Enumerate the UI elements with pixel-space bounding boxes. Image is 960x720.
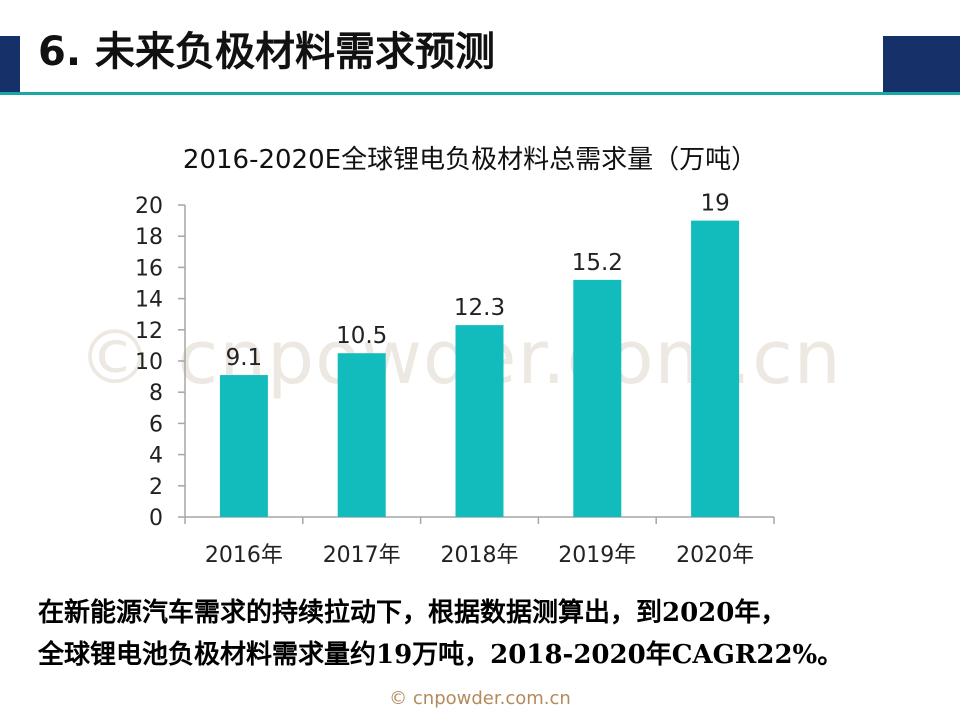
y-tick-label: 2 xyxy=(149,475,163,500)
x-category-label: 2019年 xyxy=(558,543,636,568)
x-category-label: 2018年 xyxy=(441,543,519,568)
y-tick-label: 0 xyxy=(149,506,163,531)
y-tick-label: 4 xyxy=(149,444,163,469)
y-tick-label: 14 xyxy=(135,288,163,313)
bar xyxy=(573,279,622,517)
summary-text: 在新能源汽车需求的持续拉动下，根据数据测算出，到2020年， 全球锂电池负极材料… xyxy=(38,592,953,676)
bar xyxy=(455,325,504,517)
x-category-label: 2017年 xyxy=(323,543,401,568)
summary-line-1: 在新能源汽车需求的持续拉动下，根据数据测算出，到2020年， xyxy=(38,598,787,628)
bar-chart: 2016-2020E全球锂电负极材料总需求量（万吨） 0 2 4 6 8 10 12 14 16… xyxy=(135,145,775,568)
y-tick-label: 12 xyxy=(135,319,163,344)
bar xyxy=(691,220,740,517)
y-tick-label: 16 xyxy=(135,256,163,281)
bar xyxy=(337,353,386,517)
data-label: 9.1 xyxy=(226,345,263,371)
chart-title: 2016-2020E全球锂电负极材料总需求量（万吨） xyxy=(183,145,757,175)
summary-line-2: 全球锂电池负极材料需求量约19万吨，2018-2020年CAGR22%。 xyxy=(38,640,844,670)
data-label: 12.3 xyxy=(454,295,505,321)
data-label: 15.2 xyxy=(572,250,623,276)
footer-copyright: © cnpowder.com.cn xyxy=(389,688,571,709)
data-label: 19 xyxy=(700,191,729,217)
y-tick-label: 20 xyxy=(135,194,163,219)
x-category-label: 2016年 xyxy=(205,543,283,568)
title-divider xyxy=(0,92,960,95)
header-accent-right xyxy=(883,36,960,92)
x-category-label: 2020年 xyxy=(676,543,754,568)
y-tick-label: 6 xyxy=(149,412,163,437)
bar xyxy=(219,375,268,517)
y-tick-label: 8 xyxy=(149,381,163,406)
chart-bars xyxy=(219,220,740,517)
slide-title: 6. 未来负极材料需求预测 xyxy=(38,29,495,75)
data-label: 10.5 xyxy=(336,323,387,349)
y-tick-label: 18 xyxy=(135,225,163,250)
header-accent-left xyxy=(0,36,20,92)
chart-labels: 9.1 2016年 10.5 2017年 12.3 2018年 15.2 2019年 19 202… xyxy=(205,191,754,568)
y-tick-label: 10 xyxy=(135,350,163,375)
